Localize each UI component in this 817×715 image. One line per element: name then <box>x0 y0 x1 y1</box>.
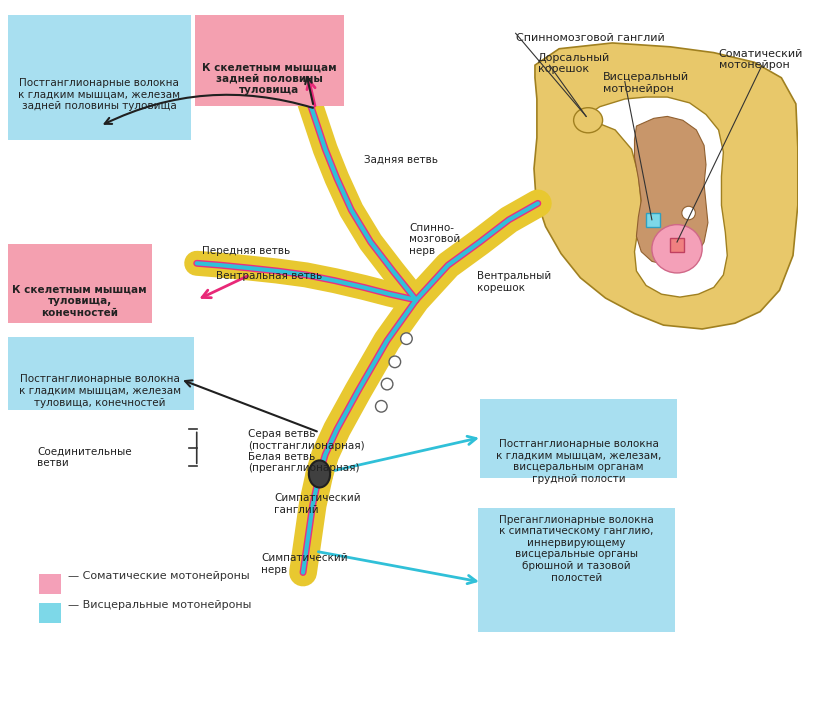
Polygon shape <box>635 117 708 265</box>
Text: Симпатический
нерв: Симпатический нерв <box>261 553 348 575</box>
Text: — Соматические мотонейроны: — Соматические мотонейроны <box>68 571 250 581</box>
Circle shape <box>382 378 393 390</box>
Circle shape <box>400 333 413 345</box>
Circle shape <box>376 400 387 412</box>
Circle shape <box>682 206 695 220</box>
Text: Задняя ветвь: Задняя ветвь <box>364 155 438 165</box>
Text: Преганглионарные волокна
к симпатическому ганглию,
иннервирующему
висцеральные о: Преганглионарные волокна к симпатическом… <box>499 515 654 583</box>
Text: К скелетным мышцам
задней половины
туловища: К скелетным мышцам задней половины тулов… <box>202 62 337 96</box>
Text: Постганглионарные волокна
к гладким мышцам, железам
туловища, конечностей: Постганглионарные волокна к гладким мышц… <box>19 375 181 408</box>
Ellipse shape <box>652 225 702 273</box>
Circle shape <box>389 356 400 368</box>
Text: Постганглионарные волокна
к гладким мышцам, железам
задней половины туловища: Постганглионарные волокна к гладким мышц… <box>18 78 180 111</box>
Polygon shape <box>39 574 61 593</box>
Polygon shape <box>534 43 798 329</box>
Text: — Висцеральные мотонейроны: — Висцеральные мотонейроны <box>68 601 252 611</box>
Text: Постганглионарные волокна
к гладким мышцам, железам,
висцеральным органам
грудно: Постганглионарные волокна к гладким мышц… <box>496 439 661 484</box>
Text: Симпатический
ганглий: Симпатический ганглий <box>274 493 360 515</box>
Ellipse shape <box>309 460 330 488</box>
Text: Серая ветвь
(постганглионарная): Серая ветвь (постганглионарная) <box>248 430 364 451</box>
FancyBboxPatch shape <box>8 15 191 139</box>
FancyBboxPatch shape <box>480 398 677 478</box>
Text: Спинномозговой ганглий: Спинномозговой ганглий <box>516 34 664 44</box>
Text: Соединительные
ветви: Соединительные ветви <box>38 447 132 468</box>
Text: Вентральный
корешок: Вентральный корешок <box>477 271 551 292</box>
Text: К скелетным мышцам
туловища,
конечностей: К скелетным мышцам туловища, конечностей <box>12 285 147 317</box>
Polygon shape <box>580 97 727 297</box>
FancyBboxPatch shape <box>8 244 152 323</box>
FancyBboxPatch shape <box>478 508 675 633</box>
FancyBboxPatch shape <box>194 15 344 106</box>
Text: Вентральная ветвь: Вентральная ветвь <box>216 271 323 281</box>
Polygon shape <box>670 238 684 252</box>
Text: Передняя ветвь: Передняя ветвь <box>202 246 290 256</box>
Ellipse shape <box>574 108 603 133</box>
Text: Белая ветвь
(преганглионарная): Белая ветвь (преганглионарная) <box>248 452 359 473</box>
Text: Соматический
мотонейрон: Соматический мотонейрон <box>719 49 803 70</box>
Text: Дорсальный
корешок: Дорсальный корешок <box>538 53 610 74</box>
Polygon shape <box>646 213 659 227</box>
Text: Спинно-
мозговой
нерв: Спинно- мозговой нерв <box>409 222 461 256</box>
Text: Висцеральный
мотонейрон: Висцеральный мотонейрон <box>603 72 689 94</box>
Polygon shape <box>39 603 61 623</box>
FancyBboxPatch shape <box>8 337 194 410</box>
